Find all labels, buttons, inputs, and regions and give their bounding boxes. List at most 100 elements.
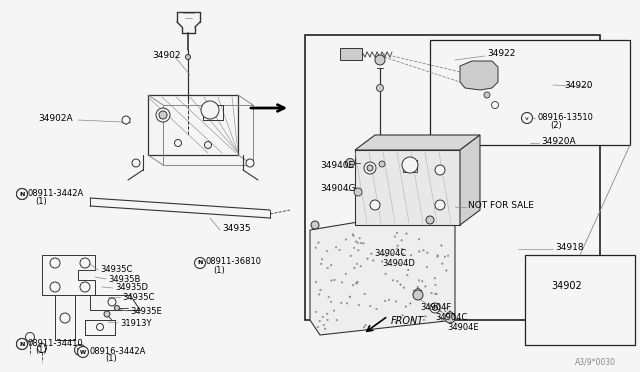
Text: A3/9*0030: A3/9*0030 xyxy=(575,357,616,366)
Circle shape xyxy=(436,293,437,295)
Circle shape xyxy=(422,250,424,251)
Circle shape xyxy=(392,279,394,281)
Circle shape xyxy=(447,255,449,257)
Circle shape xyxy=(353,247,355,248)
Circle shape xyxy=(473,70,483,80)
Circle shape xyxy=(413,294,414,295)
Circle shape xyxy=(26,333,35,341)
Circle shape xyxy=(440,310,442,312)
Circle shape xyxy=(402,314,403,316)
Circle shape xyxy=(401,248,403,250)
Circle shape xyxy=(311,221,319,229)
Circle shape xyxy=(388,249,390,251)
Circle shape xyxy=(352,284,354,286)
Text: W: W xyxy=(77,347,83,353)
Circle shape xyxy=(104,311,110,317)
Circle shape xyxy=(349,296,351,298)
Circle shape xyxy=(317,242,319,243)
Circle shape xyxy=(371,253,372,254)
Text: 34935C: 34935C xyxy=(122,292,154,301)
Circle shape xyxy=(360,242,362,244)
Text: N: N xyxy=(19,341,25,346)
Circle shape xyxy=(330,264,332,266)
Circle shape xyxy=(60,313,70,323)
Circle shape xyxy=(186,55,191,60)
Circle shape xyxy=(356,281,358,283)
Circle shape xyxy=(346,158,355,167)
Circle shape xyxy=(323,324,324,326)
Circle shape xyxy=(419,280,420,281)
Circle shape xyxy=(17,339,28,350)
Circle shape xyxy=(396,232,397,234)
Circle shape xyxy=(436,256,438,257)
Circle shape xyxy=(426,216,434,224)
Circle shape xyxy=(330,301,332,303)
Circle shape xyxy=(406,274,408,276)
Circle shape xyxy=(441,245,442,246)
Circle shape xyxy=(353,235,355,237)
Circle shape xyxy=(317,326,319,328)
Circle shape xyxy=(74,344,86,356)
Circle shape xyxy=(315,281,317,283)
Circle shape xyxy=(376,308,378,310)
Circle shape xyxy=(331,280,332,281)
Circle shape xyxy=(340,302,342,304)
Circle shape xyxy=(319,294,320,295)
Circle shape xyxy=(402,253,404,255)
Circle shape xyxy=(388,299,390,301)
Circle shape xyxy=(435,165,445,175)
Circle shape xyxy=(80,258,90,268)
Text: 34902: 34902 xyxy=(552,281,582,291)
Circle shape xyxy=(442,263,443,264)
Polygon shape xyxy=(310,210,455,335)
Circle shape xyxy=(358,250,359,251)
Circle shape xyxy=(132,159,140,167)
Circle shape xyxy=(17,189,28,199)
Circle shape xyxy=(423,319,425,321)
Circle shape xyxy=(328,296,330,298)
Circle shape xyxy=(424,315,426,317)
Circle shape xyxy=(115,305,120,311)
Circle shape xyxy=(381,261,383,262)
Text: 34935E: 34935E xyxy=(130,307,162,315)
Circle shape xyxy=(385,273,387,275)
Circle shape xyxy=(346,49,356,59)
Circle shape xyxy=(359,237,360,239)
Text: 34904C: 34904C xyxy=(374,250,406,259)
Text: 08911-36810: 08911-36810 xyxy=(206,257,262,266)
Circle shape xyxy=(427,252,428,254)
Bar xyxy=(525,255,635,345)
Circle shape xyxy=(364,162,376,174)
Text: 08916-3442A: 08916-3442A xyxy=(89,346,145,356)
Bar xyxy=(340,48,362,60)
Circle shape xyxy=(77,346,88,357)
Circle shape xyxy=(17,189,28,199)
Circle shape xyxy=(122,116,130,124)
Circle shape xyxy=(439,317,440,319)
Circle shape xyxy=(365,324,366,326)
Circle shape xyxy=(367,258,368,259)
Circle shape xyxy=(444,256,445,257)
Circle shape xyxy=(159,111,167,119)
Circle shape xyxy=(400,284,401,285)
Circle shape xyxy=(422,280,423,282)
Circle shape xyxy=(386,255,387,257)
Circle shape xyxy=(50,258,60,268)
Text: W: W xyxy=(80,350,86,355)
Circle shape xyxy=(205,141,211,148)
Circle shape xyxy=(364,327,365,328)
Circle shape xyxy=(434,278,436,279)
Circle shape xyxy=(356,282,358,284)
Polygon shape xyxy=(460,135,480,225)
Circle shape xyxy=(320,289,321,291)
Text: 34940E: 34940E xyxy=(320,160,354,170)
Circle shape xyxy=(410,254,412,256)
Circle shape xyxy=(324,328,326,330)
Circle shape xyxy=(370,305,371,307)
Circle shape xyxy=(401,248,403,250)
Circle shape xyxy=(395,321,397,323)
Circle shape xyxy=(156,108,170,122)
Circle shape xyxy=(484,92,490,98)
Circle shape xyxy=(345,239,347,240)
Circle shape xyxy=(334,279,335,281)
